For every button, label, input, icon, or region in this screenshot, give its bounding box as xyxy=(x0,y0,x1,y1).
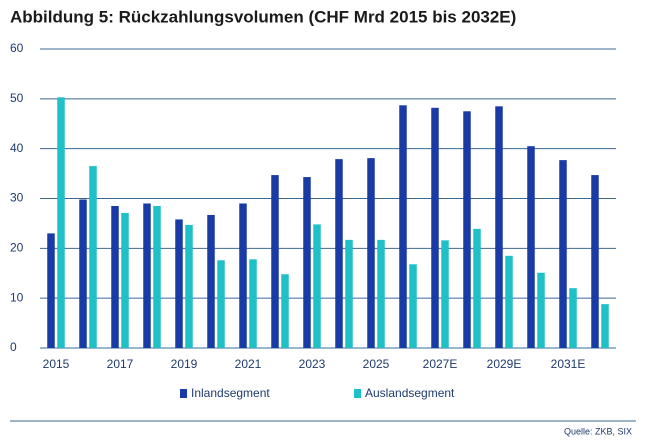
y-tick-label: 50 xyxy=(10,91,24,105)
bar xyxy=(441,240,449,348)
bar xyxy=(121,212,129,348)
bar xyxy=(239,203,247,348)
y-tick-label: 30 xyxy=(10,191,24,205)
bar xyxy=(207,214,215,348)
x-tick-label: 2017 xyxy=(107,357,134,371)
bar xyxy=(79,199,87,348)
bar xyxy=(153,205,161,348)
source-note: Quelle: ZKB, SIX xyxy=(564,426,632,436)
bar xyxy=(495,106,503,348)
y-tick-label: 40 xyxy=(10,141,24,155)
bar xyxy=(537,272,545,348)
bar xyxy=(345,239,353,348)
bar xyxy=(569,288,577,348)
bar xyxy=(399,105,407,348)
legend-label: Auslandsegment xyxy=(365,386,455,400)
bar xyxy=(111,205,119,348)
bar xyxy=(591,175,599,348)
y-tick-label: 60 xyxy=(10,41,24,55)
x-tick-label: 2023 xyxy=(299,357,326,371)
y-tick-label: 0 xyxy=(10,340,17,354)
bar xyxy=(89,166,97,348)
x-tick-label: 2019 xyxy=(171,357,198,371)
bar xyxy=(175,219,183,348)
x-tick-label: 2029E xyxy=(487,357,522,371)
bar xyxy=(313,224,321,348)
bar xyxy=(473,228,481,348)
bar xyxy=(505,255,513,348)
bar xyxy=(409,264,417,348)
bar xyxy=(281,274,289,348)
x-tick-label: 2021 xyxy=(235,357,262,371)
bar xyxy=(377,239,385,348)
bar xyxy=(217,260,225,348)
x-tick-label: 2027E xyxy=(423,357,458,371)
bar xyxy=(143,203,151,348)
bar xyxy=(271,175,279,348)
legend-swatch xyxy=(180,389,187,398)
x-tick-label: 2015 xyxy=(43,357,70,371)
bar xyxy=(47,233,55,348)
bar xyxy=(185,224,193,348)
y-tick-label: 10 xyxy=(10,290,24,304)
bar xyxy=(335,159,343,348)
bar xyxy=(431,107,439,348)
bar xyxy=(249,259,257,348)
y-tick-label: 20 xyxy=(10,241,24,255)
bar xyxy=(463,111,471,349)
legend-swatch xyxy=(354,389,361,398)
x-tick-label: 2025 xyxy=(363,357,390,371)
bar xyxy=(367,158,375,348)
bar xyxy=(601,304,609,348)
legend-label: Inlandsegment xyxy=(191,386,270,400)
bar xyxy=(559,160,567,348)
bar xyxy=(57,97,65,348)
chart-title: Abbildung 5: Rückzahlungsvolumen (CHF Mr… xyxy=(10,7,516,26)
x-tick-label: 2031E xyxy=(551,357,586,371)
bar xyxy=(527,146,535,348)
bar xyxy=(303,177,311,348)
